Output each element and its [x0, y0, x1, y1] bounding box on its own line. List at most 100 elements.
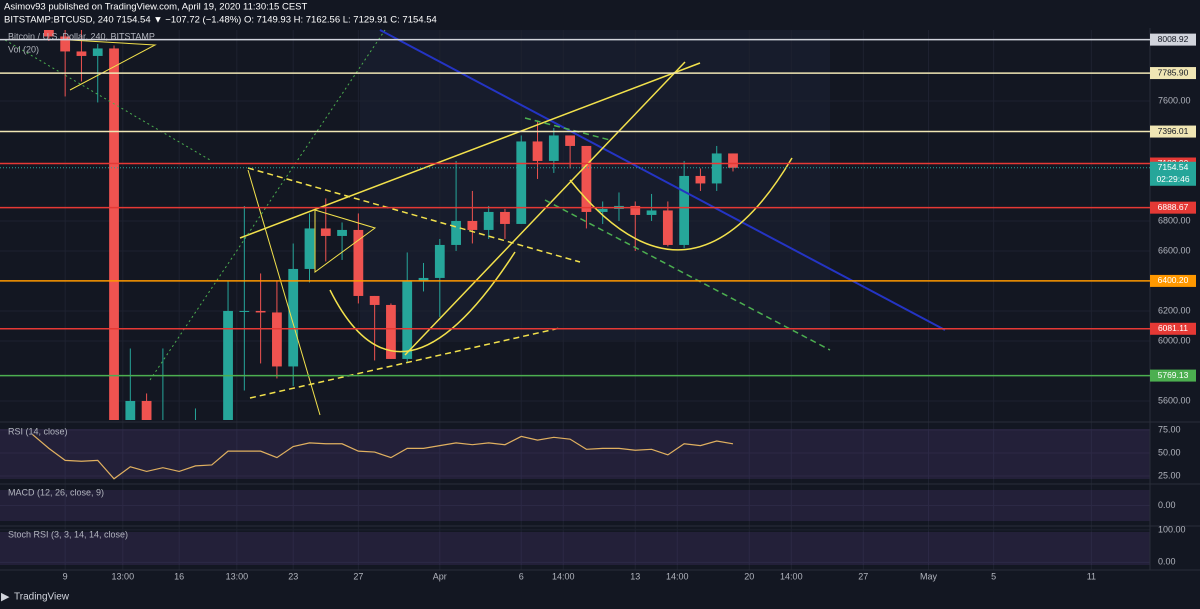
author-line: Asimov93 published on TradingView.com, A…: [4, 2, 308, 13]
pane-title: MACD (12, 26, close, 9): [8, 487, 104, 497]
candle-body: [695, 175, 706, 184]
candle-body: [581, 145, 592, 212]
level-label-box: [1150, 125, 1196, 138]
x-tick-label: 14:00: [780, 571, 803, 581]
level-label: 8008.92: [1158, 34, 1189, 44]
x-tick-label: 16: [174, 571, 184, 581]
pane-title: Stoch RSI (3, 3, 14, 14, close): [8, 529, 128, 539]
candle-body: [353, 229, 364, 296]
candle-body: [320, 228, 331, 236]
candle-body: [223, 310, 233, 420]
candle-body: [272, 312, 282, 367]
trend-line: [404, 61, 686, 356]
candle-body: [516, 141, 527, 224]
level-label: 5769.13: [1158, 370, 1189, 380]
level-label-box: [1150, 33, 1196, 46]
y-tick-label: 6600.00: [1158, 245, 1191, 255]
y-tick-label: 0.00: [1158, 500, 1176, 510]
x-tick-label: May: [920, 571, 938, 581]
trend-line: [524, 117, 611, 141]
candle-body: [60, 36, 71, 52]
candle-body: [662, 210, 673, 245]
level-label-box: [1150, 274, 1196, 287]
trend-line: [149, 29, 386, 381]
x-tick-label: 5: [991, 571, 996, 581]
trend-line: [247, 169, 321, 416]
x-tick-label: 13:00: [226, 571, 249, 581]
trend-line: [379, 29, 946, 331]
indicator-line: [32, 434, 734, 480]
x-tick-label: 23: [288, 571, 298, 581]
x-tick-label: Apr: [433, 571, 447, 581]
candle-body: [125, 400, 136, 420]
drawings: [4, 29, 946, 416]
candle-body: [565, 135, 575, 146]
trend-line: [247, 167, 581, 263]
curve: [569, 157, 793, 251]
trend-line: [544, 199, 831, 351]
candle-body: [43, 30, 54, 37]
y-tick-label: 6800.00: [1158, 215, 1191, 225]
candle-body: [288, 268, 299, 367]
level-label: 6888.67: [1158, 202, 1189, 212]
trend-line: [249, 327, 561, 399]
y-tick-label: 5600.00: [1158, 395, 1191, 405]
x-tick-label: 13: [630, 571, 640, 581]
y-tick-label: 0.00: [1158, 557, 1176, 567]
indicator-band: [0, 532, 1150, 565]
candle-body: [483, 211, 494, 230]
candle-body: [597, 208, 608, 212]
trend-line: [239, 62, 701, 239]
candle-body: [304, 228, 315, 269]
candle-body: [434, 244, 445, 278]
x-tick-label: 9: [63, 571, 68, 581]
level-label-box: [1150, 201, 1196, 214]
indicator-band: [0, 490, 1150, 521]
indicator-band: [0, 429, 1150, 479]
level-label: 6081.11: [1158, 323, 1188, 333]
curve: [329, 251, 516, 353]
candle-body: [337, 229, 347, 236]
triangle: [69, 39, 157, 91]
candle-body: [451, 220, 461, 245]
candle-body: [92, 48, 103, 56]
candle-body: [728, 153, 738, 168]
candle-body: [467, 220, 478, 230]
level-label-box: [1150, 67, 1196, 80]
y-tick-label: 7600.00: [1158, 95, 1191, 105]
x-tick-label: 20: [744, 571, 754, 581]
candle-body: [402, 280, 413, 359]
candle-body: [532, 141, 543, 161]
x-tick-label: 6: [519, 571, 524, 581]
level-label: 7785.90: [1158, 67, 1189, 77]
candle-body: [500, 211, 510, 224]
x-tick-label: 27: [353, 571, 363, 581]
level-label: 7396.01: [1158, 126, 1189, 136]
footer-logo: ▶: [1, 591, 10, 603]
x-tick-label: 14:00: [552, 571, 575, 581]
footer-brand: TradingView: [14, 592, 70, 603]
x-tick-label: 11: [1087, 571, 1096, 581]
level-label-box: [1150, 369, 1196, 382]
candle-body: [418, 277, 429, 281]
candle-body: [369, 295, 380, 305]
x-tick-label: 13:00: [112, 571, 135, 581]
y-tick-label: 75.00: [1158, 424, 1181, 434]
y-tick-label: 6200.00: [1158, 305, 1191, 315]
candle-body: [646, 210, 657, 215]
shaded-area: [360, 30, 830, 340]
candle-body: [548, 135, 559, 161]
y-tick-label: 100.00: [1158, 524, 1186, 534]
level-label-box: [1150, 322, 1196, 335]
last-price-box: [1150, 161, 1196, 186]
candle-body: [255, 310, 266, 313]
y-tick-label: 50.00: [1158, 447, 1181, 457]
candle-body: [239, 310, 250, 312]
candle-body: [679, 175, 690, 245]
y-tick-label: 25.00: [1158, 470, 1181, 480]
pane-title: RSI (14, close): [8, 426, 68, 436]
candle-body: [141, 400, 152, 420]
pane-title: Bitcoin / U.S. Dollar, 240, BITSTAMP: [8, 31, 155, 41]
countdown-label: 02:29:46: [1156, 174, 1189, 184]
